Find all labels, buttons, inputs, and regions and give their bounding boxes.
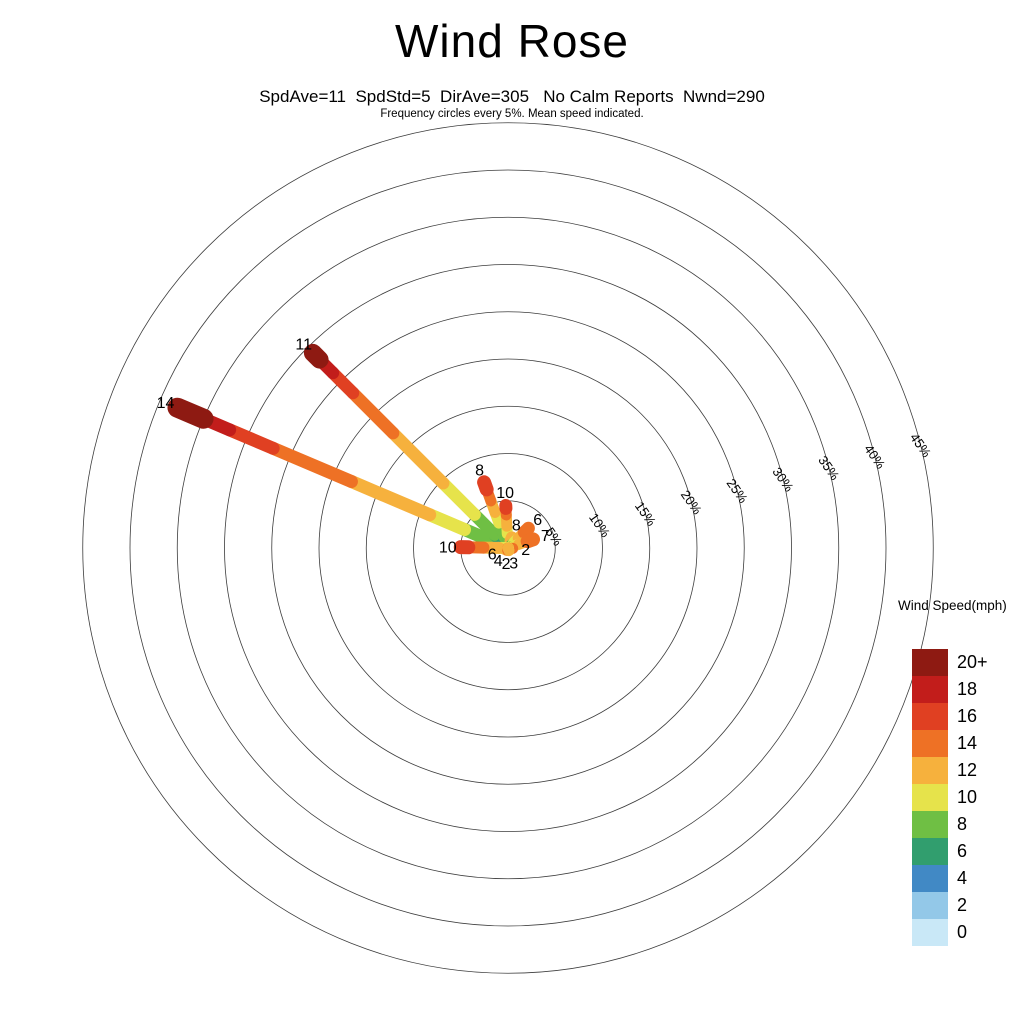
legend-entry: 6 [912, 838, 988, 865]
legend-title: Wind Speed(mph) [898, 598, 1007, 613]
legend-entry: 0 [912, 919, 988, 946]
petal-segment [223, 423, 280, 455]
legend-color-swatch [912, 919, 948, 946]
legend-color-swatch [912, 784, 948, 811]
ring-label: 25% [724, 476, 751, 506]
ring-label: 35% [815, 453, 842, 483]
frequency-ring [271, 311, 745, 785]
petal-label: 14 [157, 395, 175, 412]
frequency-ring [82, 122, 934, 974]
ring-label: 20% [678, 487, 705, 517]
ring-label: 45% [907, 430, 934, 460]
legend-entry: 20+ [912, 649, 988, 676]
legend-label: 8 [957, 814, 968, 834]
legend-color-swatch [912, 865, 948, 892]
frequency-ring [224, 264, 792, 832]
legend-entry: 16 [912, 703, 988, 730]
legend-entry: 8 [912, 811, 988, 838]
chart-stats-line: SpdAve=11 SpdStd=5 DirAve=305 No Calm Re… [259, 87, 765, 106]
legend-entry: 2 [912, 892, 988, 919]
petal-segment [502, 542, 515, 557]
legend-entry: 12 [912, 757, 988, 784]
legend-entry: 14 [912, 730, 988, 757]
petal-label: 10 [439, 540, 457, 557]
petal-label: 4 [494, 553, 503, 570]
legend-label: 10 [957, 787, 978, 807]
legend-color-swatch [912, 649, 948, 676]
petal-segment [477, 475, 494, 497]
legend-label: 2 [957, 895, 968, 915]
legend-color-swatch [912, 811, 948, 838]
petal-segment [266, 441, 358, 489]
petal-label: 7 [541, 528, 550, 545]
legend-color-swatch [912, 676, 948, 703]
legend-entries: 20+ 18 16 14 12 10 8 6 4 2 0 [912, 649, 988, 946]
petal-label: 6 [533, 512, 542, 529]
legend-entry: 18 [912, 676, 988, 703]
petal-segment [344, 475, 437, 522]
petal-segment [517, 521, 535, 539]
legend-color-swatch [912, 730, 948, 757]
frequency-ring [365, 405, 651, 691]
frequency-ring [176, 216, 840, 880]
petal-label: 2 [521, 542, 530, 559]
petal-segment [386, 426, 450, 490]
petal-segment [520, 532, 541, 549]
ring-label: 40% [861, 442, 888, 472]
chart-title: Wind Rose [395, 15, 629, 67]
petal-label: 11 [295, 336, 312, 353]
legend-color-swatch [912, 703, 948, 730]
legend-color-swatch [912, 838, 948, 865]
ring-label: 15% [632, 499, 659, 529]
legend-label: 4 [957, 868, 968, 888]
petal-label: 6 [488, 546, 497, 563]
petal-label: 10 [496, 485, 514, 502]
ring-label: 30% [769, 464, 796, 494]
legend-label: 6 [957, 841, 968, 861]
legend-label: 12 [957, 760, 978, 780]
petal-segment [436, 476, 481, 521]
frequency-ring [413, 453, 603, 643]
petal-segment [167, 397, 214, 429]
legend-label: 20+ [957, 652, 988, 672]
legend-label: 14 [957, 733, 978, 753]
legend-label: 0 [957, 922, 968, 942]
legend-label: 18 [957, 679, 978, 699]
petal-label: 8 [475, 463, 484, 480]
frequency-ring [318, 358, 698, 738]
petal-label: 3 [509, 555, 518, 572]
petal-segment [346, 386, 400, 440]
legend-entry: 10 [912, 784, 988, 811]
legend-color-swatch [912, 892, 948, 919]
petal-segment [303, 343, 329, 369]
chart-note-line: Frequency circles every 5%. Mean speed i… [380, 108, 644, 120]
legend-entry: 4 [912, 865, 988, 892]
ring-label: 10% [586, 510, 613, 540]
petal-label: 2 [502, 556, 511, 573]
frequency-ring [129, 169, 887, 927]
petal-label: 8 [512, 518, 521, 535]
legend-label: 16 [957, 706, 978, 726]
legend-color-swatch [912, 757, 948, 784]
